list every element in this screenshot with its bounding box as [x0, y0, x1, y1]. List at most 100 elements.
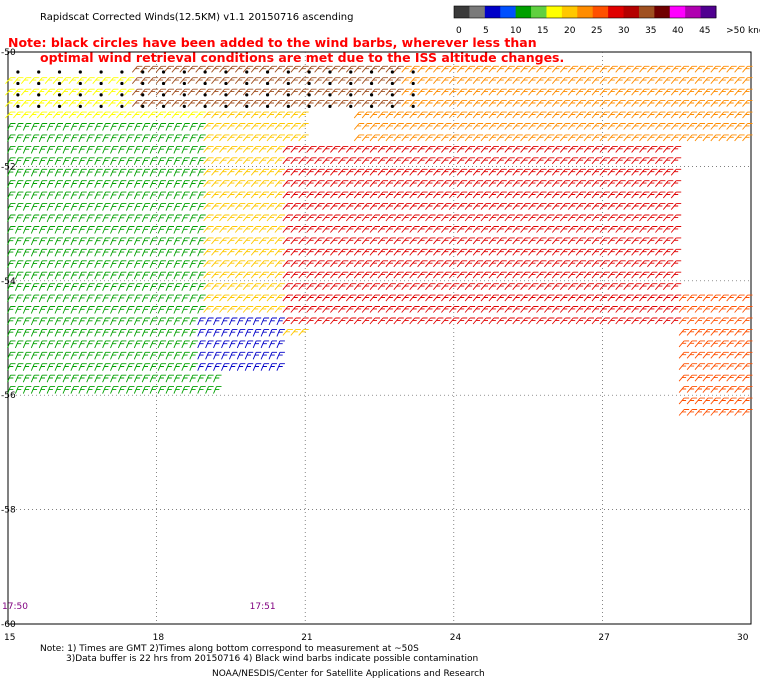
wind-barb: [544, 226, 555, 233]
wind-barb: [133, 123, 143, 131]
wind-barb: [623, 157, 634, 165]
wind-barb: [282, 283, 293, 290]
wind-barb: [38, 214, 48, 223]
wind-barb: [234, 100, 246, 107]
wind-barb: [165, 271, 174, 280]
wind-barb: [417, 111, 428, 119]
wind-barb: [258, 203, 270, 210]
wind-barb: [100, 111, 111, 119]
wind-barb: [141, 157, 151, 165]
wind-barb: [117, 317, 127, 326]
wind-barb: [456, 260, 468, 268]
wind-barb: [211, 214, 222, 222]
wind-barb: [361, 260, 373, 268]
wind-barb: [647, 214, 658, 222]
wind-barb: [110, 123, 119, 131]
wind-barb: [710, 77, 721, 84]
wind-barb: [742, 88, 753, 96]
wind-barb: [662, 111, 674, 119]
wind-barb: [393, 203, 404, 210]
legend-swatch: [546, 6, 563, 18]
wind-barb: [78, 134, 87, 143]
wind-barb: [187, 77, 198, 84]
wind-barb: [38, 168, 48, 177]
quality-circle: [120, 104, 124, 108]
wind-barb: [213, 317, 222, 326]
wind-barb: [409, 306, 420, 313]
wind-barb: [197, 123, 206, 131]
wind-barb: [86, 260, 95, 268]
wind-barb: [551, 191, 563, 199]
wind-barb: [250, 168, 262, 176]
wind-barb: [385, 123, 396, 130]
wind-barb: [472, 260, 484, 268]
wind-barb: [647, 226, 658, 233]
wind-barb: [591, 260, 602, 268]
wind-barb: [227, 260, 238, 268]
wind-barb: [583, 294, 594, 302]
wind-barb: [205, 317, 214, 326]
wind-barb: [488, 157, 499, 165]
wind-barb: [14, 283, 24, 291]
quality-circle: [390, 70, 394, 74]
wind-barb: [298, 237, 309, 245]
wind-barb: [425, 111, 436, 119]
wind-barb: [551, 123, 563, 130]
wind-barb: [369, 237, 380, 245]
wind-barb: [599, 123, 610, 130]
wind-barb: [401, 214, 412, 222]
wind-barb: [337, 317, 349, 325]
wind-barb: [631, 111, 642, 119]
wind-barb: [480, 65, 491, 73]
wind-barb: [219, 237, 230, 245]
wind-barb: [258, 191, 270, 199]
wind-barb: [417, 203, 428, 210]
wind-barb: [149, 283, 159, 291]
wind-barb: [187, 88, 198, 96]
wind-barb: [742, 111, 753, 119]
wind-barb: [258, 237, 270, 245]
wind-barb: [583, 306, 594, 313]
wind-barb: [149, 237, 159, 246]
wind-barb: [219, 294, 230, 302]
wind-barb: [221, 363, 230, 371]
wind-barb: [125, 294, 135, 303]
wind-barb: [203, 134, 214, 142]
wind-barb: [694, 65, 705, 73]
legend-label: 30: [618, 26, 630, 36]
wind-barb: [472, 191, 484, 199]
wind-barb: [536, 283, 547, 290]
wind-barb: [734, 100, 745, 107]
wind-barb: [52, 111, 63, 119]
wind-barb: [314, 294, 325, 302]
wind-barb: [322, 145, 333, 153]
wind-barb: [149, 386, 159, 394]
wind-barb: [536, 123, 547, 130]
wind-barb: [710, 363, 721, 370]
wind-barb: [662, 191, 674, 199]
wind-barb: [662, 317, 674, 325]
wind-barb: [647, 248, 658, 256]
wind-barb: [125, 145, 135, 154]
wind-barb: [322, 271, 333, 279]
wind-barb: [512, 317, 523, 325]
wind-barb: [102, 123, 111, 131]
wind-barb: [353, 157, 365, 165]
wind-barb: [234, 123, 246, 130]
wind-barb: [7, 145, 16, 154]
wind-barb: [393, 260, 404, 268]
wind-barb: [512, 203, 523, 210]
wind-barb: [583, 134, 594, 142]
wind-barb: [425, 283, 436, 290]
wind-barb: [147, 65, 159, 73]
wind-barb: [171, 100, 182, 107]
wind-barb: [393, 294, 404, 302]
wind-barb: [30, 134, 40, 143]
wind-barb: [44, 77, 56, 84]
wind-barb: [282, 271, 293, 279]
wind-barb: [599, 191, 610, 199]
wind-barb: [726, 409, 737, 416]
wind-barb: [464, 237, 476, 245]
wind-barb: [70, 145, 79, 154]
quality-circle: [78, 104, 82, 108]
